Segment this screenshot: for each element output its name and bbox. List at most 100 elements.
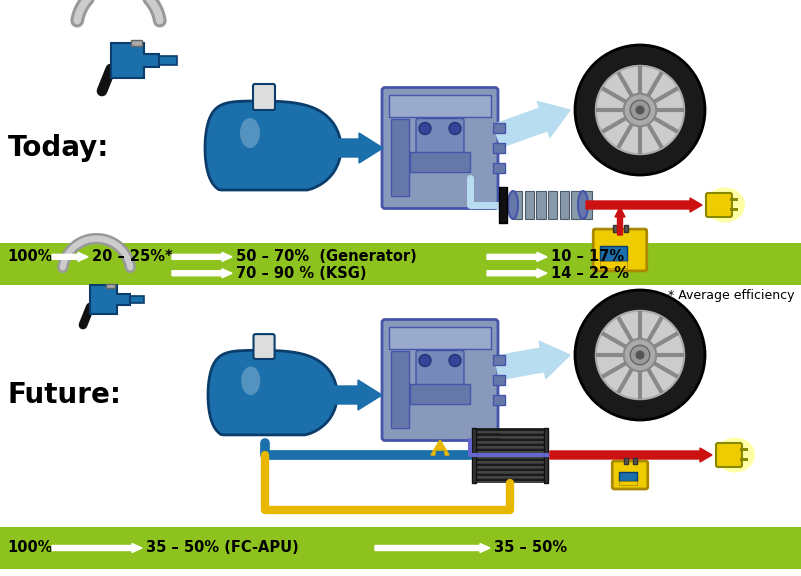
Bar [159,56,177,65]
FancyArrow shape [550,448,712,462]
Bar [525,191,534,219]
Bar [131,40,142,46]
Circle shape [630,100,650,120]
Bar [730,198,738,201]
Text: 20 – 25%*: 20 – 25%* [92,249,173,264]
Bar [493,163,505,173]
Bar [476,481,544,483]
Bar [476,456,544,457]
Circle shape [596,66,684,154]
Bar [548,191,557,219]
Text: 14 – 22 %: 14 – 22 % [551,266,629,281]
FancyArrow shape [172,269,232,278]
FancyBboxPatch shape [253,334,275,359]
Circle shape [419,123,431,135]
Text: 70 – 90 % (KSG): 70 – 90 % (KSG) [236,266,367,281]
Circle shape [635,350,645,359]
Bar [389,94,491,116]
FancyBboxPatch shape [382,88,498,209]
Bar [476,446,544,448]
FancyBboxPatch shape [416,351,464,393]
Bar [730,208,738,211]
Bar [613,225,618,232]
FancyArrow shape [615,207,625,235]
Ellipse shape [705,188,745,222]
Bar [391,351,409,427]
Bar [571,191,581,219]
Bar [476,471,544,472]
Circle shape [575,290,705,420]
Bar [476,472,544,476]
Text: Future:: Future: [8,381,122,409]
Bar [107,283,115,288]
FancyArrow shape [52,252,88,262]
Polygon shape [111,43,159,78]
Circle shape [575,45,705,175]
Circle shape [596,311,684,399]
Bar [493,375,505,385]
Text: 50 – 70%  (Generator): 50 – 70% (Generator) [236,249,417,264]
Circle shape [635,105,645,115]
FancyBboxPatch shape [706,193,732,217]
Bar [583,191,592,219]
Bar [476,457,544,461]
Polygon shape [208,350,337,435]
Circle shape [630,345,650,365]
FancyArrow shape [487,252,547,262]
Bar [410,152,470,172]
Text: * Average efficiency: * Average efficiency [669,289,795,302]
Bar [619,481,637,486]
FancyArrow shape [172,252,232,262]
Text: Today:: Today: [8,134,110,162]
FancyBboxPatch shape [716,443,742,467]
Bar [476,433,544,436]
FancyArrow shape [375,544,490,552]
FancyArrow shape [487,269,547,278]
Bar [560,191,569,219]
FancyBboxPatch shape [253,84,275,110]
Bar [493,395,505,405]
Bar [740,458,748,461]
Bar [476,438,544,441]
Bar [619,472,637,481]
Bar [476,466,544,468]
Bar [633,458,637,464]
Bar [537,191,545,219]
Bar [0,243,801,285]
Bar [476,461,544,463]
Text: 35 – 50% (FC-APU): 35 – 50% (FC-APU) [146,540,299,555]
Bar [476,453,544,456]
FancyBboxPatch shape [594,229,646,271]
Circle shape [449,123,461,135]
Circle shape [624,339,656,372]
Text: 35 – 50%: 35 – 50% [494,540,567,555]
Ellipse shape [240,118,260,148]
Bar [476,441,544,442]
FancyArrow shape [330,380,382,410]
FancyArrow shape [335,133,383,163]
Polygon shape [205,101,341,190]
Bar [513,191,522,219]
Bar [600,247,627,261]
Bar [0,527,801,569]
Bar [476,448,544,451]
Bar [410,384,470,404]
FancyArrow shape [495,341,570,380]
Bar [493,143,505,153]
Ellipse shape [578,191,588,219]
Bar [493,355,505,365]
Bar [476,478,544,481]
Ellipse shape [241,366,260,395]
Bar [391,119,409,195]
Bar [476,442,544,446]
Circle shape [449,354,461,366]
Bar [624,225,628,232]
Bar [476,468,544,471]
FancyBboxPatch shape [416,119,464,161]
Ellipse shape [508,191,518,219]
Bar [476,427,544,431]
FancyArrow shape [586,198,702,212]
Polygon shape [91,285,130,314]
FancyArrow shape [52,544,142,552]
Bar [493,123,505,133]
